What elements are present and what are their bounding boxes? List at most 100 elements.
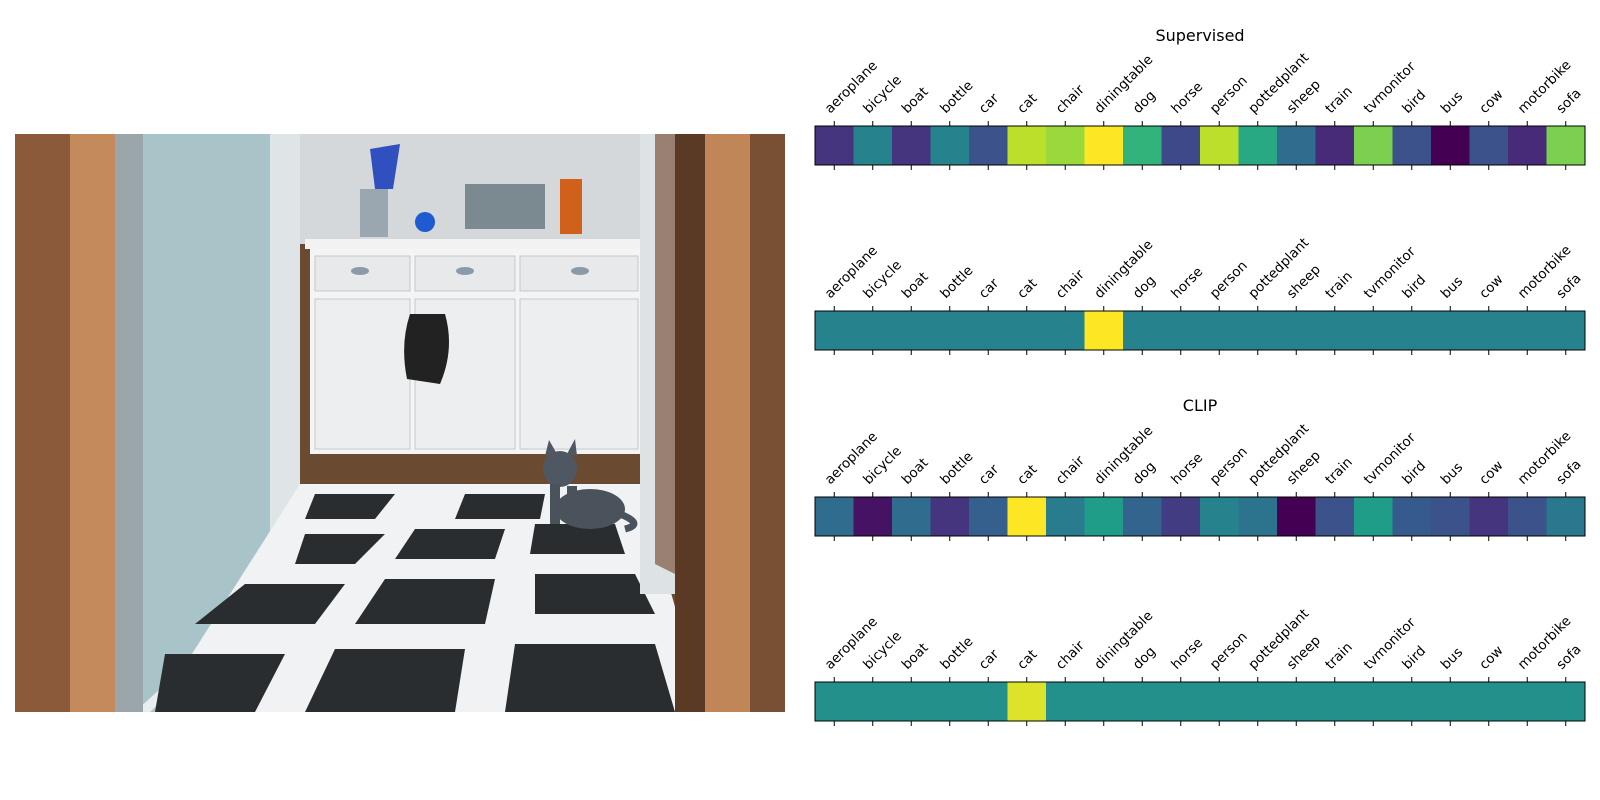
tick-label-sofa: sofa bbox=[1553, 641, 1584, 672]
heatmap-cell-train bbox=[1315, 497, 1355, 536]
tick-label-chair: chair bbox=[1053, 452, 1088, 487]
tick-label-cow: cow bbox=[1476, 643, 1506, 673]
tick-label-bottle: bottle bbox=[937, 78, 976, 117]
tick-label-bus: bus bbox=[1438, 644, 1466, 672]
tick-label-cow: cow bbox=[1476, 458, 1506, 488]
heatmap-title: CLIP bbox=[1183, 396, 1218, 415]
heatmap-cell-diningtable bbox=[1084, 682, 1124, 721]
tick-label-sofa: sofa bbox=[1553, 270, 1584, 301]
heatmap-cell-chair bbox=[1046, 682, 1085, 721]
heatmap-cell-sheep bbox=[1277, 682, 1316, 721]
heatmap-cell-bicycle bbox=[853, 682, 893, 721]
tick-label-car: car bbox=[976, 646, 1003, 673]
heatmap-cell-train bbox=[1315, 682, 1355, 721]
heatmap-cell-tvmonitor bbox=[1354, 311, 1393, 350]
heatmap-cell-car bbox=[969, 497, 1008, 536]
tick-label-sofa: sofa bbox=[1553, 85, 1584, 116]
tick-label-bottle: bottle bbox=[937, 449, 976, 488]
tick-label-train: train bbox=[1322, 268, 1356, 302]
tick-label-train: train bbox=[1322, 83, 1356, 117]
heatmap-cell-car bbox=[969, 126, 1008, 165]
heatmap-cell-cat bbox=[1007, 126, 1047, 165]
heatmap-cell-motorbike bbox=[1508, 311, 1547, 350]
heatmap-cell-pottedplant bbox=[1238, 682, 1278, 721]
heatmap-cell-aeroplane bbox=[815, 682, 854, 721]
tick-label-bird: bird bbox=[1399, 458, 1429, 488]
heatmap-cell-bicycle bbox=[853, 497, 893, 536]
cat-figure bbox=[543, 439, 638, 533]
tick-label-dog: dog bbox=[1130, 273, 1159, 302]
tick-label-chair: chair bbox=[1053, 266, 1088, 301]
tick-label-bus: bus bbox=[1438, 459, 1466, 487]
heatmap-cell-bird bbox=[1392, 311, 1432, 350]
tick-label-bird: bird bbox=[1399, 87, 1429, 117]
tick-label-cat: cat bbox=[1014, 91, 1040, 117]
tick-label-dog: dog bbox=[1130, 88, 1159, 117]
heatmap-frame bbox=[814, 125, 1586, 166]
heatmap-cell-horse bbox=[1161, 497, 1201, 536]
tick-label-cat: cat bbox=[1014, 647, 1040, 673]
heatmap-cell-aeroplane bbox=[815, 497, 854, 536]
tick-label-person: person bbox=[1207, 629, 1251, 673]
tick-label-boat: boat bbox=[899, 84, 932, 117]
heatmap-title: Supervised bbox=[1155, 26, 1244, 45]
tick-label-cow: cow bbox=[1476, 87, 1506, 117]
heatmap-cell-tvmonitor bbox=[1354, 682, 1393, 721]
heatmap-cell-diningtable bbox=[1084, 126, 1124, 165]
heatmap-cell-person bbox=[1200, 311, 1239, 350]
heatmap-cell-horse bbox=[1161, 126, 1201, 165]
tick-label-dog: dog bbox=[1130, 644, 1159, 673]
heatmap-cell-sheep bbox=[1277, 126, 1316, 165]
heatmap-cell-tvmonitor bbox=[1354, 497, 1393, 536]
heatmap-cell-person bbox=[1200, 682, 1239, 721]
tick-label-horse: horse bbox=[1168, 79, 1206, 117]
heatmap-cell-train bbox=[1315, 311, 1355, 350]
heatmap-cell-boat bbox=[892, 682, 931, 721]
heatmap-cell-cat bbox=[1007, 682, 1047, 721]
heatmap-cell-pottedplant bbox=[1238, 126, 1278, 165]
tick-label-chair: chair bbox=[1053, 637, 1088, 672]
heatmap-cell-motorbike bbox=[1508, 497, 1547, 536]
heatmap-cell-pottedplant bbox=[1238, 497, 1278, 536]
heatmap-cell-dog bbox=[1123, 311, 1162, 350]
heatmap-cell-boat bbox=[892, 126, 931, 165]
heatmap-cell-train bbox=[1315, 126, 1355, 165]
heatmap-cell-cat bbox=[1007, 497, 1047, 536]
tick-label-sofa: sofa bbox=[1553, 456, 1584, 487]
heatmap-cell-tvmonitor bbox=[1354, 126, 1393, 165]
kitchen-photo bbox=[15, 134, 785, 712]
heatmap-cell-bicycle bbox=[853, 311, 893, 350]
tick-label-horse: horse bbox=[1168, 450, 1206, 488]
tick-label-horse: horse bbox=[1168, 635, 1206, 673]
heatmap-cell-car bbox=[969, 682, 1008, 721]
heatmap-cell-boat bbox=[892, 497, 931, 536]
heatmap-cell-bus bbox=[1431, 497, 1470, 536]
tick-label-bird: bird bbox=[1399, 272, 1429, 302]
heatmap-cell-pottedplant bbox=[1238, 311, 1278, 350]
tick-label-chair: chair bbox=[1053, 81, 1088, 116]
tick-label-boat: boat bbox=[899, 455, 932, 488]
heatmap-frame bbox=[814, 496, 1586, 537]
heatmap-cell-diningtable bbox=[1084, 311, 1124, 350]
heatmap-cell-diningtable bbox=[1084, 497, 1124, 536]
heatmap-cell-bird bbox=[1392, 497, 1432, 536]
heatmap-cell-person bbox=[1200, 497, 1239, 536]
heatmap-cell-aeroplane bbox=[815, 126, 854, 165]
heatmap-cell-dog bbox=[1123, 126, 1162, 165]
tick-label-cat: cat bbox=[1014, 276, 1040, 302]
tick-label-person: person bbox=[1207, 444, 1251, 488]
heatmap-cell-bicycle bbox=[853, 126, 893, 165]
tick-label-car: car bbox=[976, 275, 1003, 302]
tick-label-bus: bus bbox=[1438, 273, 1466, 301]
tick-label-train: train bbox=[1322, 639, 1356, 673]
heatmap-cell-aeroplane bbox=[815, 311, 854, 350]
tick-label-cow: cow bbox=[1476, 272, 1506, 302]
tick-label-cat: cat bbox=[1014, 462, 1040, 488]
heatmap-cell-cow bbox=[1469, 311, 1509, 350]
heatmap-cell-cat bbox=[1007, 311, 1047, 350]
